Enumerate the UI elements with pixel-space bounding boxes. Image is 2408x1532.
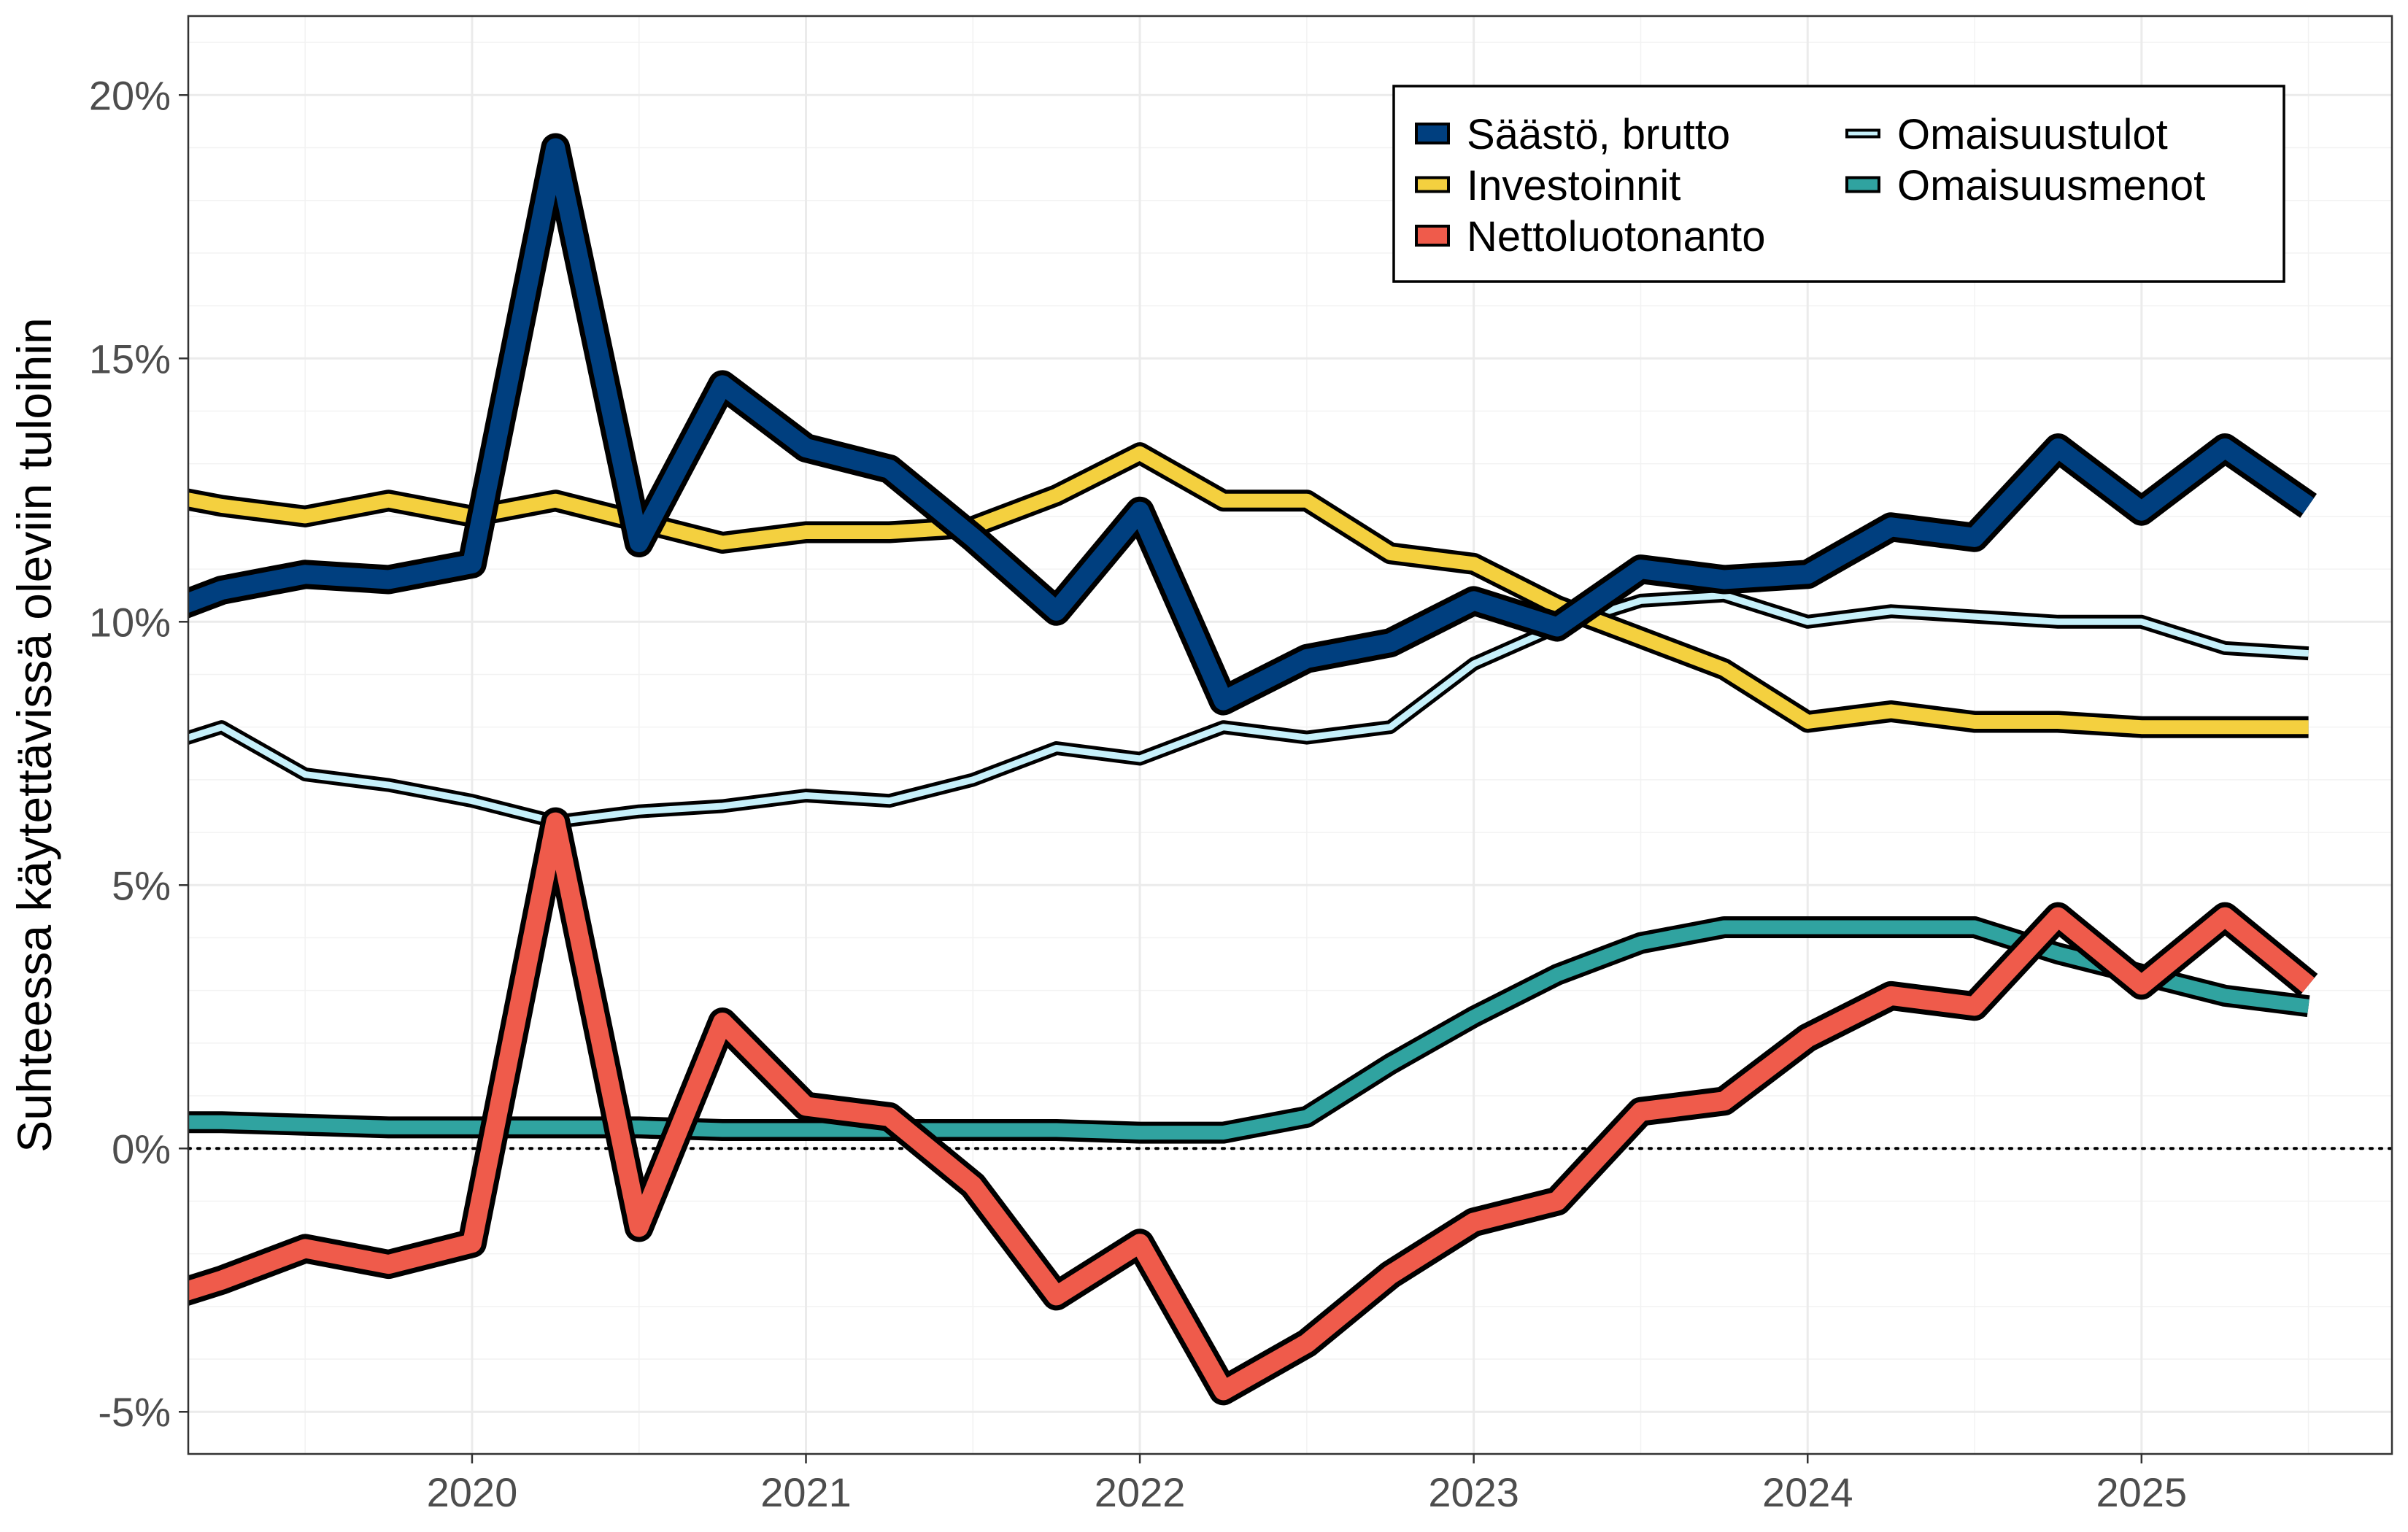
series-nettoluotonanto [188, 807, 2318, 1406]
series-omaisuustulot [188, 588, 2309, 829]
legend-item: Säästö, brutto [1414, 111, 1730, 158]
y-tick-label: -5% [98, 1389, 171, 1435]
y-tick-label: 20% [89, 72, 171, 118]
y-tick-label: 5% [112, 862, 171, 908]
legend-key [1845, 128, 1880, 139]
series-line [188, 812, 2315, 1401]
legend-label: Omaisuustulot [1897, 111, 2168, 158]
legend-label: Nettoluotonanto [1467, 213, 1766, 260]
x-axis: 2020 2021 2022 2023 2024 2025 [427, 1454, 2187, 1515]
legend-key [1415, 123, 1450, 144]
legend-key [1845, 176, 1880, 193]
x-tick-label: 2022 [1095, 1469, 1186, 1515]
x-tick-label: 2024 [1762, 1469, 1853, 1515]
legend-item: Omaisuusmenot [1845, 162, 2205, 209]
legend-box [1392, 85, 2285, 283]
legend-key [1415, 176, 1450, 193]
legend-item: Investoinnit [1414, 162, 1680, 209]
x-tick-label: 2023 [1428, 1469, 1519, 1515]
legend-label: Investoinnit [1467, 162, 1680, 209]
legend-label: Omaisuusmenot [1897, 162, 2205, 209]
series-investoinnit [188, 442, 2309, 738]
y-axis: -5% 0% 5% 10% 15% 20% [89, 72, 188, 1435]
y-tick-label: 0% [112, 1126, 171, 1172]
plot-border [187, 15, 2393, 1455]
y-tick-label: 15% [89, 336, 171, 382]
series-line [188, 138, 2315, 711]
series-line [188, 446, 2309, 735]
y-tick-label: 10% [89, 599, 171, 645]
legend-item: Omaisuustulot [1845, 111, 2168, 158]
y-axis-title: Suhteessa käytettävissä oleviin tuloihin [7, 317, 61, 1153]
series-line [188, 592, 2309, 826]
series-layer [188, 133, 2318, 1406]
x-tick-label: 2020 [427, 1469, 518, 1515]
x-tick-label: 2021 [760, 1469, 852, 1515]
legend-item: Nettoluotonanto [1414, 213, 1766, 260]
series-s-st-brutto [188, 133, 2318, 716]
legend: Säästö, bruttoInvestoinnitNettoluotonant… [1392, 85, 2285, 283]
x-tick-label: 2025 [2096, 1469, 2188, 1515]
legend-label: Säästö, brutto [1467, 111, 1730, 158]
legend-key [1415, 225, 1450, 247]
